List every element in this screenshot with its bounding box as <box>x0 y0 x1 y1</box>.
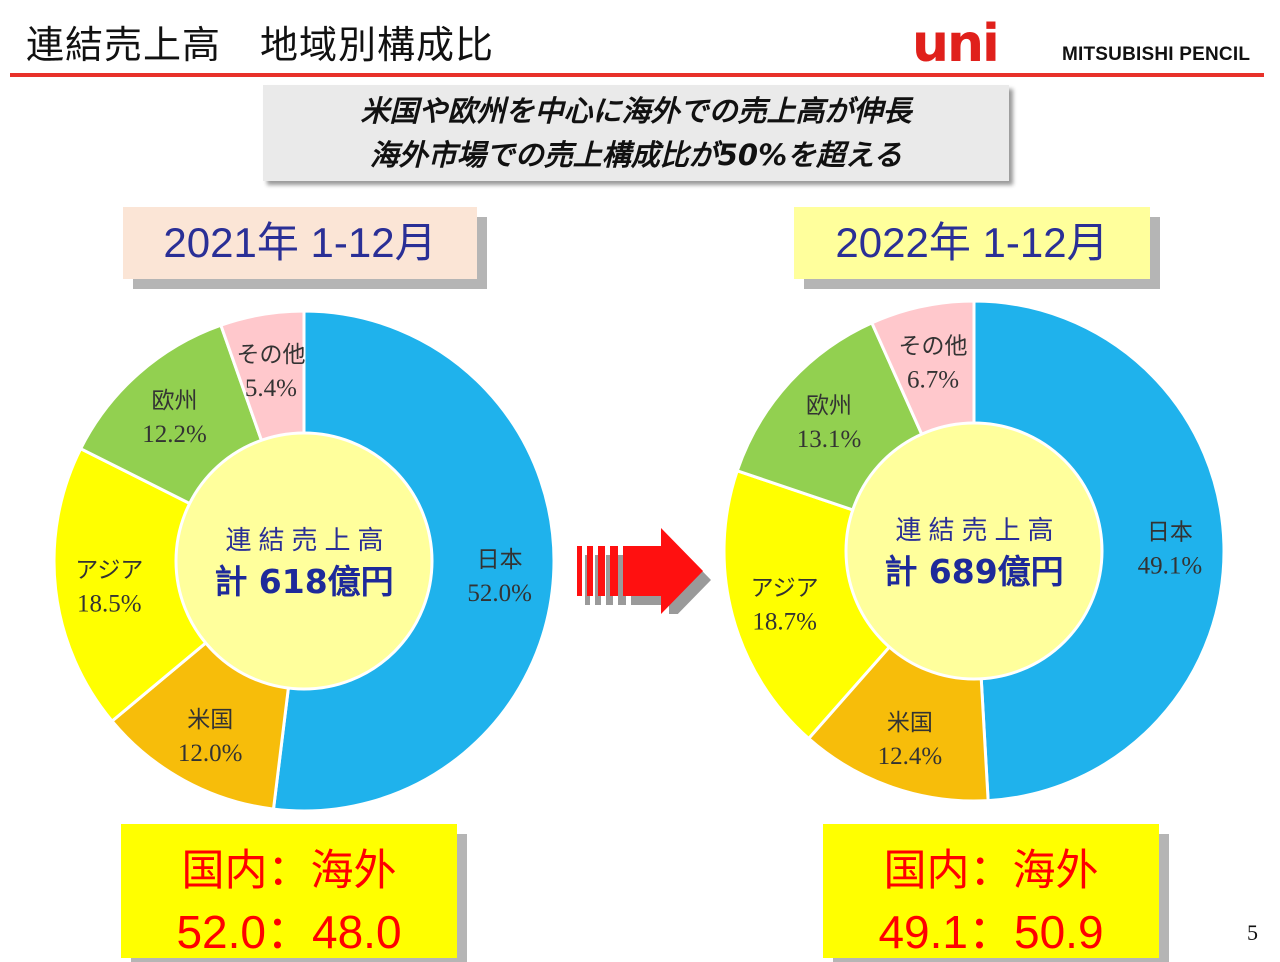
slice-value-japan: 49.1% <box>1138 552 1203 579</box>
slice-value-europe: 12.2% <box>142 421 207 448</box>
period-label-2022: 2022年 1-12月 <box>794 207 1150 279</box>
donut-chart-2022: 日本 49.1% 米国 12.4% アジア 18.7% 欧州 13.1% その他 6.7% 連結売上… <box>722 299 1226 803</box>
period-label-2021: 2021年 1-12月 <box>123 207 477 279</box>
ratio-value: 49.1：50.9 <box>878 906 1104 958</box>
domestic-overseas-ratio-2021: 国内：海外 52.0：48.0 <box>121 824 457 958</box>
header-divider <box>10 73 1264 77</box>
slice-name-japan: 日本 <box>1147 519 1193 545</box>
right-arrow-icon <box>577 528 711 614</box>
ratio-label: 国内：海外 <box>181 846 397 896</box>
center-total: 計 689億円 <box>884 552 1063 591</box>
callout-line-1: 米国や欧州を中心に海外での売上高が伸長 <box>360 94 912 128</box>
page-number: 5 <box>1247 920 1258 945</box>
slice-value-japan: 52.0% <box>467 580 532 607</box>
slice-name-other: その他 <box>899 333 968 359</box>
company-name: MITSUBISHI PENCIL <box>1062 44 1251 65</box>
slice-value-europe: 13.1% <box>797 426 862 453</box>
slice-name-usa: 米国 <box>887 710 933 736</box>
center-title: 連結売上高 <box>895 516 1060 546</box>
slice-value-usa: 12.4% <box>878 743 943 770</box>
slice-name-japan: 日本 <box>477 547 523 573</box>
page-title: 連結売上高 地域別構成比 <box>26 23 495 67</box>
slice-value-asia: 18.5% <box>77 590 142 617</box>
slice-name-asia: アジア <box>751 576 819 602</box>
donut-center <box>174 431 434 691</box>
center-total: 計 618億円 <box>214 562 393 601</box>
summary-callout: 米国や欧州を中心に海外での売上高が伸長 海外市場での売上構成比が50%を超える <box>263 85 1009 181</box>
domestic-overseas-ratio-2022: 国内：海外 49.1：50.9 <box>823 824 1159 958</box>
slice-value-other: 5.4% <box>245 375 297 402</box>
slice-name-usa: 米国 <box>187 707 233 733</box>
slice-name-europe: 欧州 <box>806 393 852 419</box>
slice-value-usa: 12.0% <box>178 740 243 767</box>
ratio-label: 国内：海外 <box>883 846 1099 896</box>
slice-value-asia: 18.7% <box>752 609 817 636</box>
center-title: 連結売上高 <box>225 526 390 556</box>
slice-value-other: 6.7% <box>907 366 959 393</box>
donut-center <box>844 421 1104 681</box>
uni-logo-icon: uni <box>912 14 1000 74</box>
donut-chart-2021: 日本 52.0% 米国 12.0% アジア 18.5% 欧州 12.2% その他 5.4% 連結売上… <box>52 309 556 813</box>
slice-name-asia: アジア <box>75 557 143 583</box>
ratio-value: 52.0：48.0 <box>176 906 402 958</box>
slice-name-europe: 欧州 <box>151 388 197 414</box>
slice-name-other: その他 <box>236 342 305 368</box>
company-logo: uni MITSUBISHI PENCIL <box>912 16 1264 72</box>
callout-line-2: 海外市場での売上構成比が50%を超える <box>369 138 903 172</box>
